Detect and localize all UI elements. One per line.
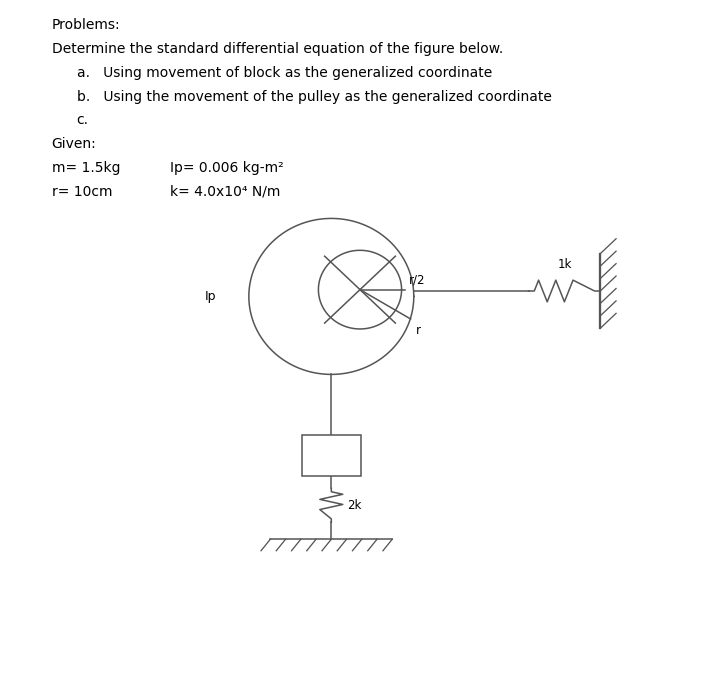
- Text: r/2: r/2: [409, 273, 426, 286]
- Text: k= 4.0x10⁴ N/m: k= 4.0x10⁴ N/m: [170, 185, 280, 198]
- Text: b.   Using the movement of the pulley as the generalized coordinate: b. Using the movement of the pulley as t…: [77, 90, 552, 104]
- Text: 2k: 2k: [347, 498, 361, 512]
- Text: m= 1.5kg: m= 1.5kg: [52, 161, 120, 175]
- Text: Problems:: Problems:: [52, 18, 120, 32]
- Text: Determine the standard differential equation of the figure below.: Determine the standard differential equa…: [52, 42, 503, 56]
- Text: m: m: [325, 449, 338, 462]
- Text: r: r: [416, 324, 421, 337]
- Text: Ip: Ip: [205, 290, 217, 303]
- Text: a.   Using movement of block as the generalized coordinate: a. Using movement of block as the genera…: [77, 66, 492, 80]
- Text: c.: c.: [77, 113, 89, 127]
- Text: r= 10cm: r= 10cm: [52, 185, 112, 198]
- Text: 1k: 1k: [557, 257, 572, 270]
- Bar: [302, 435, 361, 476]
- Text: Ip= 0.006 kg-m²: Ip= 0.006 kg-m²: [170, 161, 284, 175]
- Text: Given:: Given:: [52, 137, 96, 151]
